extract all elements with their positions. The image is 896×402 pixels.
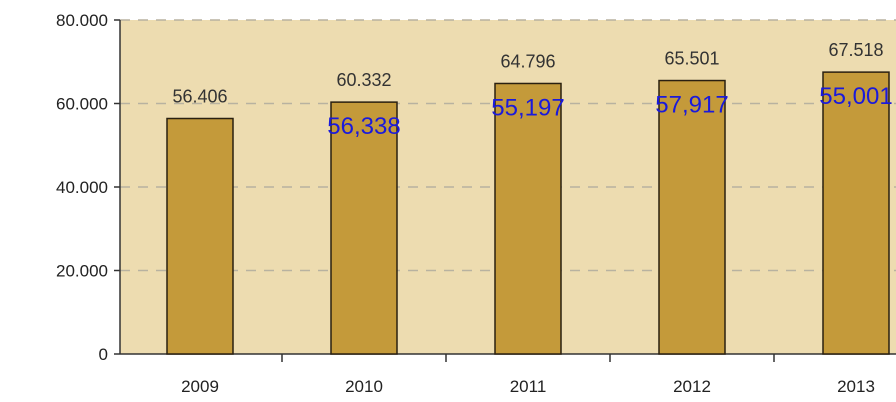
y-tick-label: 80.000 [56,11,108,30]
bars [166,71,890,355]
x-tick-label: 2012 [673,377,711,396]
data-label: 56.406 [172,87,227,107]
x-axis-ticks: 2009 2010 2011 2012 2013 [181,354,875,396]
gridlines [120,19,896,272]
y-tick-label: 0 [99,345,108,364]
bar-2009 [166,117,234,355]
value-labels: 56.406 60.332 64.796 65.501 67.518 [172,40,883,106]
bar-2012 [658,79,726,355]
x-tick-label: 2011 [510,377,547,396]
overlay-label: 55,197 [491,94,564,121]
y-axis-ticks: 0 20.000 40.000 60.000 80.000 [56,11,120,364]
data-label: 67.518 [828,40,883,60]
data-label: 60.332 [336,70,391,90]
x-tick-label: 2010 [345,377,383,396]
data-label: 64.796 [500,51,555,71]
overlay-labels: 56,338 55,197 57,917 55,001 [327,83,892,140]
y-tick-label: 20.000 [56,262,108,281]
bar-2011 [494,82,562,355]
overlay-label: 57,917 [655,92,728,119]
overlay-label: 55,001 [819,83,892,110]
overlay-label: 56,338 [327,113,400,140]
y-tick-label: 40.000 [56,178,108,197]
bar-2010 [330,101,398,355]
data-label: 65.501 [664,49,719,69]
y-tick-label: 60.000 [56,95,108,114]
x-tick-label: 2009 [181,377,219,396]
x-tick-label: 2013 [837,377,875,396]
bar-2013 [822,71,890,355]
